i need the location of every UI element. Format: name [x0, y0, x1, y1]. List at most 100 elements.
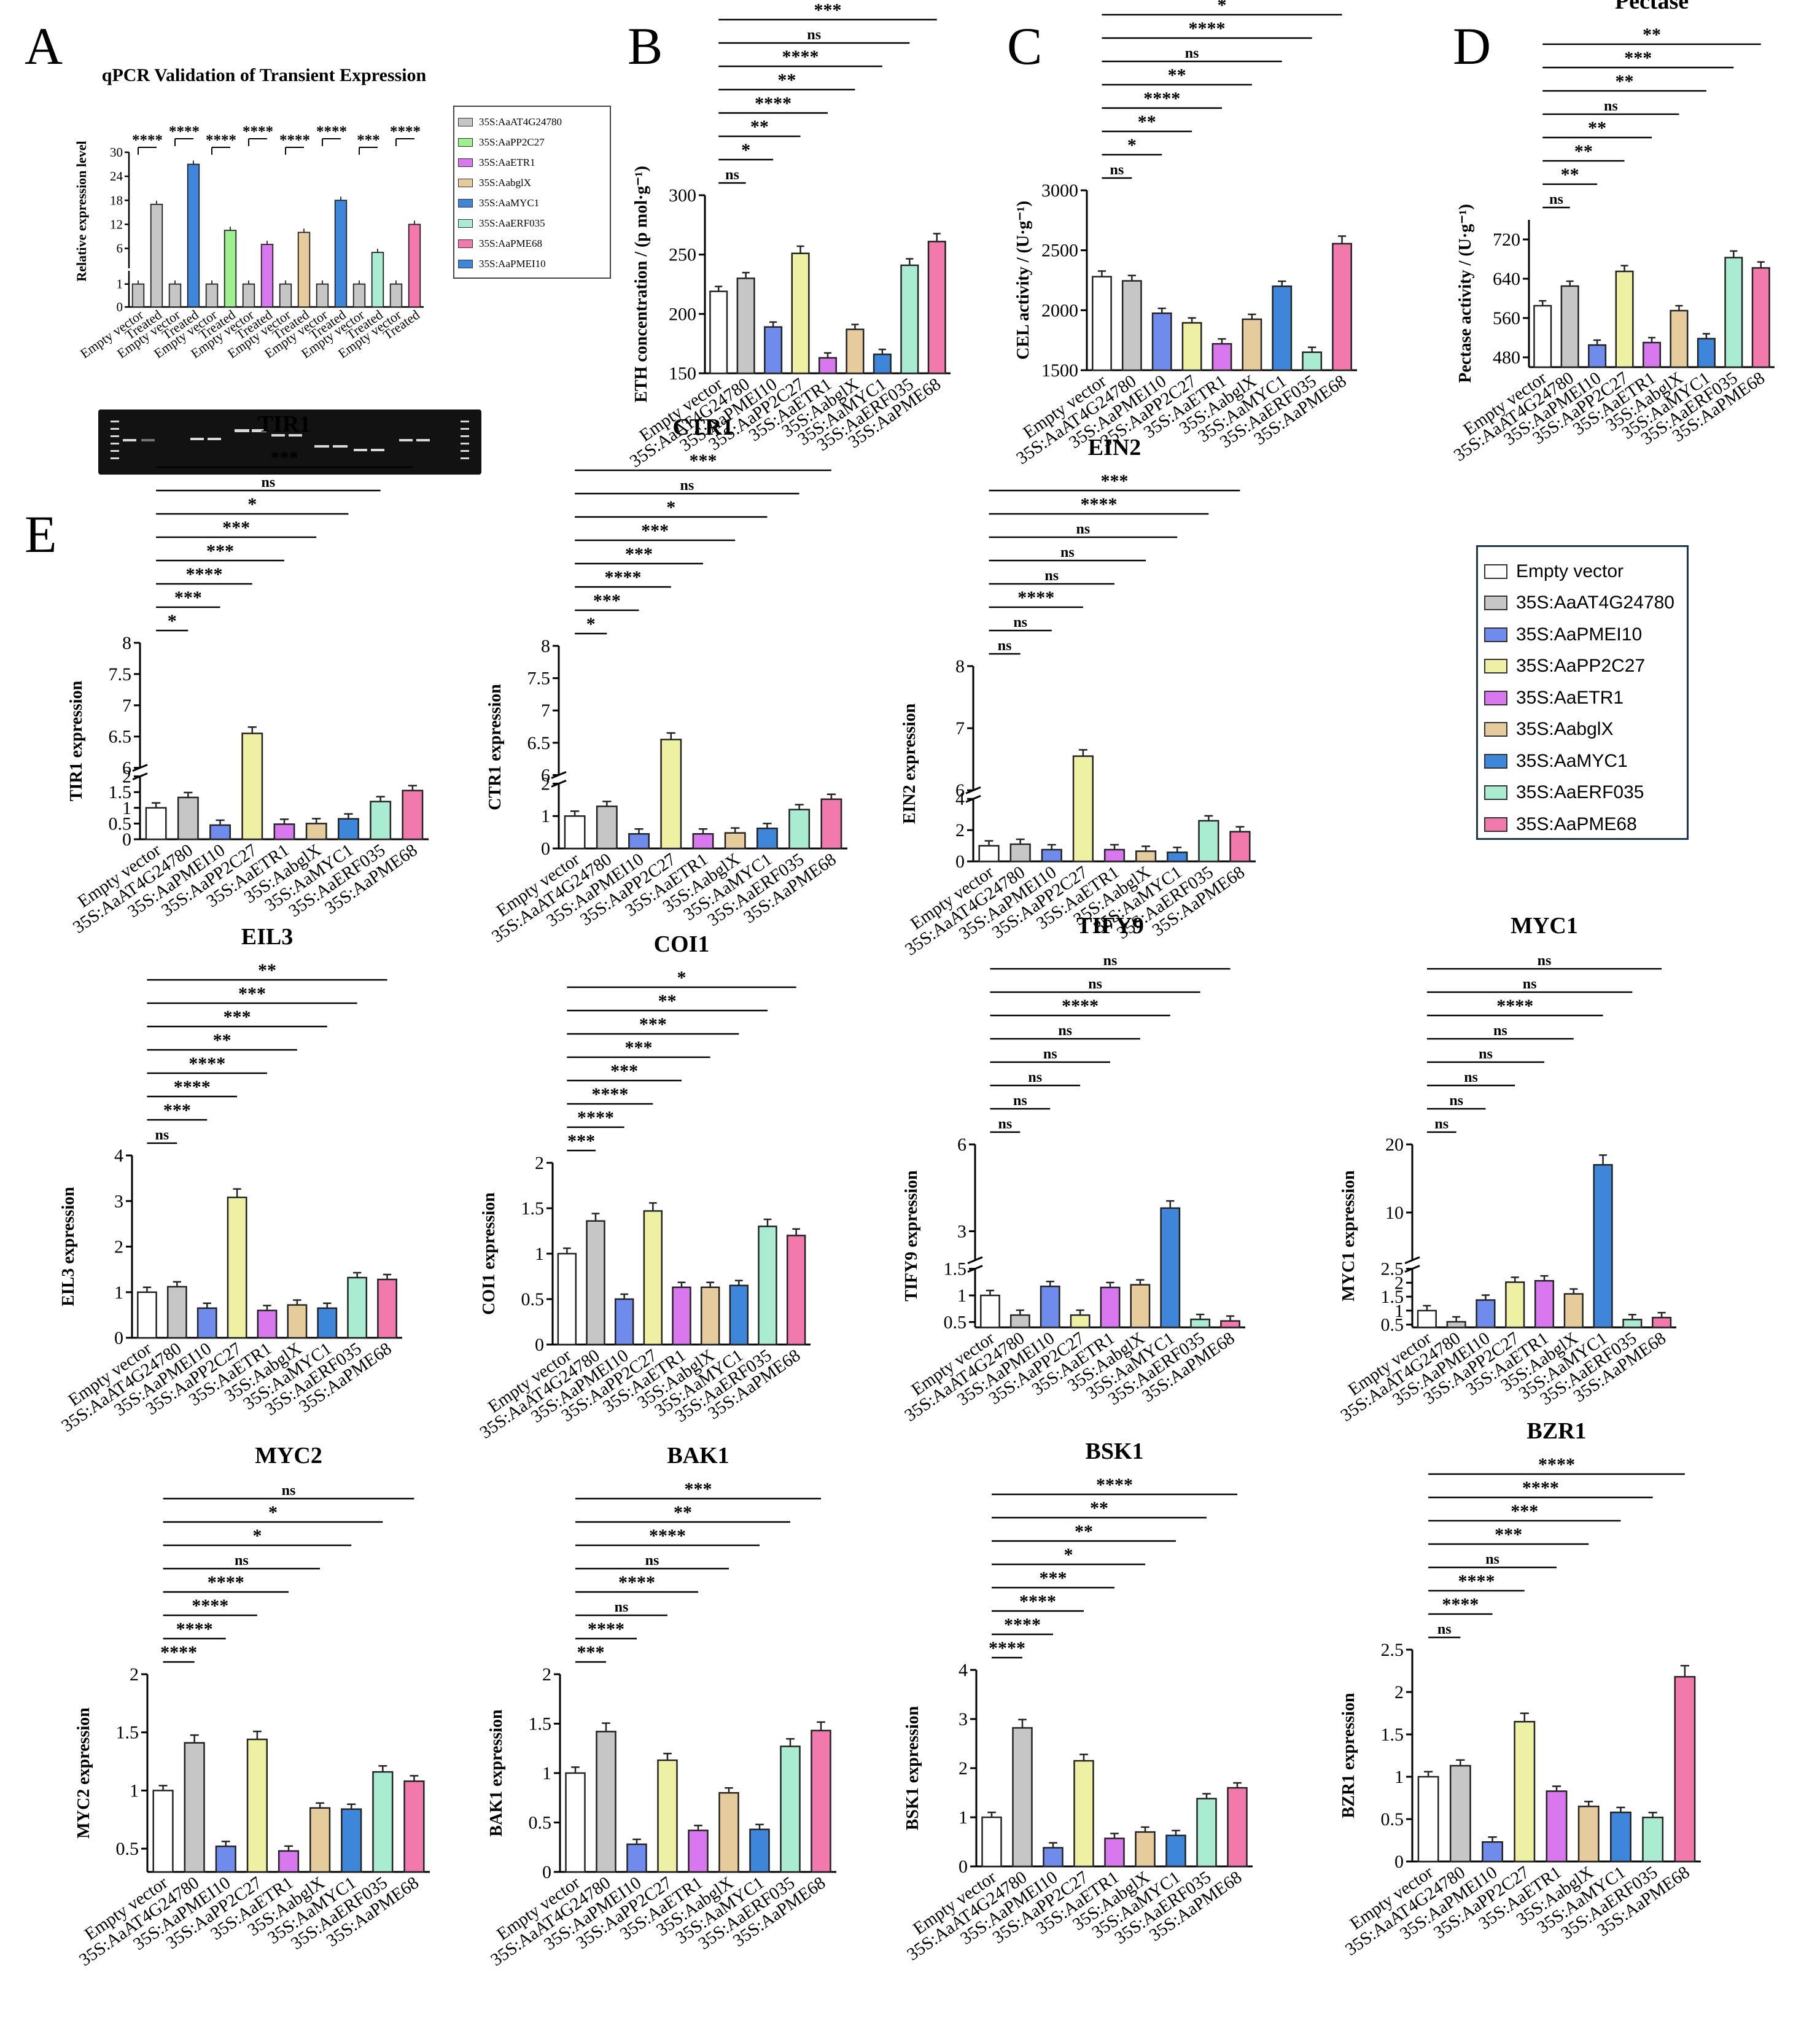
significance-label: *** — [238, 984, 266, 1004]
significance-label: ** — [1138, 112, 1156, 132]
y-tick-label: 1 — [542, 1763, 551, 1784]
bar — [1043, 1847, 1064, 1868]
significance-label: *** — [222, 518, 250, 538]
significance-label: ns — [235, 1553, 249, 1569]
bar — [724, 832, 746, 850]
y-tick-label: 1.5 — [1381, 1287, 1404, 1307]
y-tick-label: 4 — [114, 1146, 123, 1166]
significance-label: *** — [814, 0, 842, 20]
bar — [1103, 848, 1126, 863]
bar — [1449, 1764, 1471, 1863]
bar — [187, 163, 200, 308]
legend-swatch — [1484, 627, 1507, 642]
y-tick-label: 12 — [110, 217, 123, 231]
panel-letter-c: C — [1007, 17, 1043, 76]
significance-label: ** — [1168, 65, 1186, 85]
bar — [205, 283, 219, 308]
significance-label: * — [252, 1526, 262, 1546]
gel-bands — [111, 421, 469, 459]
y-tick-label: 0.5 — [944, 1312, 967, 1332]
significance-label: * — [586, 614, 596, 634]
bar — [371, 252, 384, 308]
bar — [334, 200, 348, 308]
significance-label: *** — [163, 1100, 191, 1120]
bar — [209, 824, 231, 840]
significance-label: **** — [192, 1596, 228, 1616]
significance-label: *** — [1511, 1501, 1538, 1521]
legend-a-swatch — [458, 117, 473, 126]
y-axis-label: CEL activity / (U·g⁻¹) — [1014, 201, 1033, 360]
significance-label: **** — [989, 1638, 1025, 1658]
y-tick-label: 6 — [117, 241, 123, 256]
bar — [1674, 1675, 1696, 1863]
y-tick-label: 0 — [1394, 1852, 1404, 1872]
significance-label: ns — [1464, 1069, 1478, 1085]
significance-label: ns — [1013, 1093, 1027, 1109]
bar — [1417, 1776, 1439, 1863]
significance-label: **** — [174, 1077, 211, 1097]
y-tick-label: 0.5 — [1381, 1314, 1404, 1335]
y-tick-label: 18 — [110, 193, 123, 208]
chart-title: BSK1 — [1085, 1438, 1143, 1464]
y-axis-label: EIL3 expression — [59, 1187, 78, 1306]
bar — [1670, 309, 1689, 368]
significance-label: ns — [998, 1116, 1013, 1132]
y-axis-label: BZR1 expression — [1339, 1693, 1358, 1818]
legend-item: 35S:AaAT4G24780 — [1484, 588, 1681, 619]
chart-title: CTR1 — [672, 414, 733, 440]
bar — [700, 1286, 720, 1346]
y-tick-label: 0 — [114, 1328, 123, 1348]
significance-label: *** — [685, 1479, 712, 1499]
y-tick-label: 300 — [669, 185, 696, 206]
y-tick-label: 2.5 — [1381, 1259, 1404, 1279]
bar — [980, 1294, 1000, 1329]
y-tick-label: 250 — [669, 245, 696, 265]
significance-label: ns — [1449, 1093, 1463, 1109]
significance-label: **** — [1496, 996, 1533, 1016]
bar — [660, 739, 682, 850]
significance-label: * — [268, 1502, 278, 1523]
bar — [626, 1843, 647, 1873]
significance-label: ** — [1574, 141, 1593, 161]
bar — [1070, 1314, 1091, 1329]
y-tick-label: 3 — [114, 1191, 123, 1211]
bar — [227, 1197, 247, 1339]
bar — [131, 283, 145, 308]
y-tick-label: 2 — [130, 1664, 139, 1685]
significance-label: **** — [1019, 1591, 1056, 1612]
bar — [1198, 820, 1219, 863]
legend-item: 35S:AaETR1 — [1484, 682, 1681, 714]
bar — [287, 1304, 308, 1339]
y-tick-label: 2 — [535, 1153, 544, 1173]
bar — [145, 807, 167, 840]
significance-label: **** — [604, 567, 641, 588]
significance-label: *** — [174, 588, 202, 608]
legend-a-swatch — [458, 178, 473, 187]
chart-title: TIR1 — [258, 411, 311, 437]
y-tick-label: 7.5 — [109, 664, 132, 685]
bar — [1560, 285, 1579, 368]
legend-swatch — [1484, 753, 1507, 769]
y-tick-label: 0.5 — [529, 1813, 552, 1833]
y-tick-label: 2 — [541, 774, 550, 794]
bar — [1577, 1806, 1600, 1863]
bar — [1593, 1164, 1613, 1329]
bar — [137, 1291, 157, 1339]
significance-label: **** — [169, 123, 200, 140]
y-tick-label: 6.5 — [527, 733, 551, 753]
legend-a-item: 35S:AaMYC1 — [458, 193, 606, 213]
significance-label: ns — [645, 1553, 659, 1569]
y-tick-label: 0 — [955, 852, 965, 872]
significance-label: ns — [1043, 1046, 1057, 1062]
y-tick-label: 7.5 — [527, 669, 551, 689]
significance-label: *** — [610, 1061, 638, 1081]
bar — [643, 1210, 663, 1346]
panel-letter-b: B — [628, 17, 663, 76]
significance-label: **** — [618, 1572, 655, 1593]
y-tick-label: 7 — [955, 718, 965, 739]
significance-label: *** — [641, 521, 669, 541]
